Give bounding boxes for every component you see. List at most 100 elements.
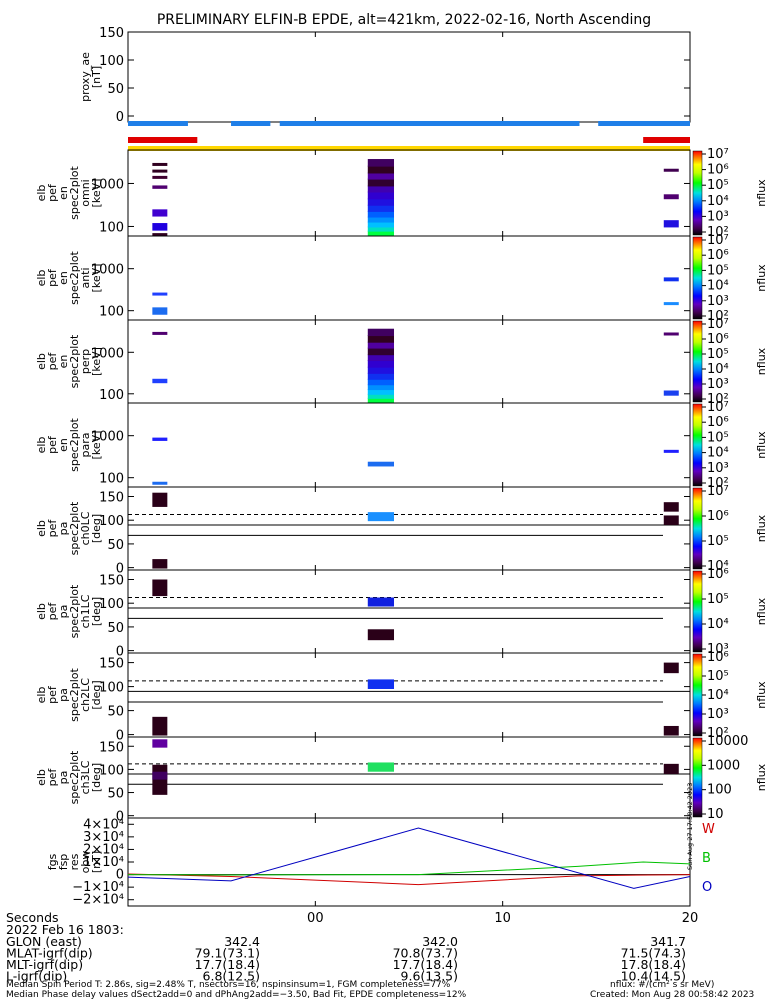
colorbar-tick-label: 10⁵ [707, 347, 729, 362]
spectrum-cell [663, 168, 679, 172]
spectrum-cell [367, 372, 395, 380]
spectrum-cell [663, 194, 679, 200]
spectrum-cell [663, 220, 679, 228]
ylabel-text: spec2plot [68, 418, 81, 472]
pitch-angle-cell [152, 579, 168, 597]
spectrum-cell [152, 175, 168, 179]
spectrum-cell [367, 378, 395, 386]
y-tick-label: 150 [99, 26, 124, 41]
colorbar-tick-label: 10² [707, 392, 729, 407]
colorbar [692, 150, 703, 236]
colorbar-label: nflux [755, 681, 768, 709]
colorbar-tick-label: 10⁵ [707, 263, 729, 278]
spectrum-cell [152, 169, 168, 173]
colorbar-tick-label: 10⁵ [707, 430, 729, 445]
spectrum-cell [367, 384, 395, 391]
panel-frame [127, 319, 691, 404]
ylabel-text: res [68, 853, 81, 870]
spectrum-cell [367, 191, 395, 200]
colorbar-tick-label: 10⁶ [707, 163, 729, 178]
colorbar [692, 320, 703, 403]
spectrum-cell [367, 461, 395, 467]
colorbar-tick-label: 10⁷ [707, 400, 729, 415]
colorbar-tick-label: 10⁶ [707, 332, 729, 347]
ylabel-text: spec2plot [68, 334, 81, 388]
ylabel-text: anti [79, 267, 92, 288]
y-tick-label: 0 [116, 729, 124, 744]
colorbar-tick-label: 10⁴ [707, 617, 729, 632]
ylabel-text: pa [57, 688, 70, 702]
spectrum-cell [367, 185, 395, 193]
colorbar-tick-label: 1000 [707, 758, 740, 773]
colorbar-label: nflux [755, 347, 768, 375]
ylabel-text: pa [57, 771, 70, 785]
footer-created: Created: Mon Aug 28 00:58:42 2023 [590, 990, 754, 1000]
y-tick-label: 100 [99, 681, 124, 696]
region-bar [128, 137, 198, 143]
pitch-angle-cell [663, 502, 679, 512]
ylabel-text: spec2plot [68, 501, 81, 555]
spectrum-cell [367, 354, 395, 362]
y-tick-label: 50 [107, 621, 124, 636]
colorbar-tick-label: 10² [707, 476, 729, 491]
series-line-B [127, 861, 691, 876]
spectrum-cell [152, 307, 168, 315]
colorbar-label: nflux [755, 763, 768, 791]
ylabel-text: pef [46, 602, 59, 621]
pitch-angle-cell [152, 764, 168, 795]
colorbar-tick-label: 10⁴ [707, 559, 729, 574]
y-tick-label: 2×10⁴ [83, 842, 124, 857]
ylabel-text: elb [35, 769, 48, 786]
y-tick-label: 1000 [91, 263, 124, 278]
colorbar-tick-label: 10⁷ [707, 147, 729, 162]
colorbar-tick-label: 10⁴ [707, 688, 729, 703]
y-tick-label: 150 [99, 490, 124, 505]
colorbar-tick-label: 10 [707, 807, 724, 822]
colorbar-tick-label: 10³ [707, 461, 729, 476]
y-tick-label: 0 [116, 110, 124, 125]
colorbar-tick-label: 10⁷ [707, 484, 729, 499]
series-line-W [127, 873, 691, 886]
y-tick-label: 1000 [91, 346, 124, 361]
spectrum-cell [152, 437, 168, 441]
spectrum-cell [367, 221, 395, 228]
colorbar-tick-label: 10⁷ [707, 317, 729, 332]
y-tick-label: −2×10⁴ [72, 893, 124, 908]
spectrum-cell [663, 277, 679, 282]
y-tick-label: −1×10⁴ [72, 880, 124, 895]
ylabel-text: [keV] [90, 264, 103, 293]
ylabel-text: pef [46, 435, 59, 454]
colorbar-tick-label: 10⁵ [707, 669, 729, 684]
colorbar-label: nflux [755, 179, 768, 207]
pitch-angle-cell [663, 515, 679, 525]
colorbar-label: nflux [755, 597, 768, 625]
ylabel-text: [keV] [90, 179, 103, 208]
plot-title: PRELIMINARY ELFIN-B EPDE, alt=421km, 202… [157, 12, 651, 28]
ylabel-text: pa [57, 605, 70, 619]
colorbar-tick-label: 10⁴ [707, 279, 729, 294]
y-tick-label: 100 [99, 597, 124, 612]
colorbar-tick-label: 10⁷ [707, 233, 729, 248]
colorbar-tick-label: 10⁶ [707, 415, 729, 430]
footer-row-value: 6.8(12.5) [203, 969, 260, 984]
y-tick-label: 150 [99, 657, 124, 672]
y-tick-label: 1000 [91, 430, 124, 445]
colorbar-tick-label: 10000 [707, 734, 748, 749]
y-tick-label: 100 [99, 514, 124, 529]
y-tick-label: 150 [99, 573, 124, 588]
ylabel-text: pef [46, 685, 59, 704]
ylabel-text: [deg] [90, 763, 103, 792]
series-line-O [127, 827, 691, 889]
spectrum-cell [367, 341, 395, 349]
footer-row-value: 17.7(18.4) [195, 957, 260, 972]
ylabel-text: elb [35, 520, 48, 537]
coverage-bar [598, 121, 690, 126]
pitch-angle-cell [367, 679, 395, 689]
footer-row-label: GLON (east) [6, 934, 82, 949]
spectrum-cell [367, 230, 395, 237]
x-tick-label: 10 [494, 911, 511, 926]
colorbar-tick-label: 100 [707, 783, 732, 798]
colorbar [692, 570, 703, 653]
spectrum-cell [152, 162, 168, 166]
